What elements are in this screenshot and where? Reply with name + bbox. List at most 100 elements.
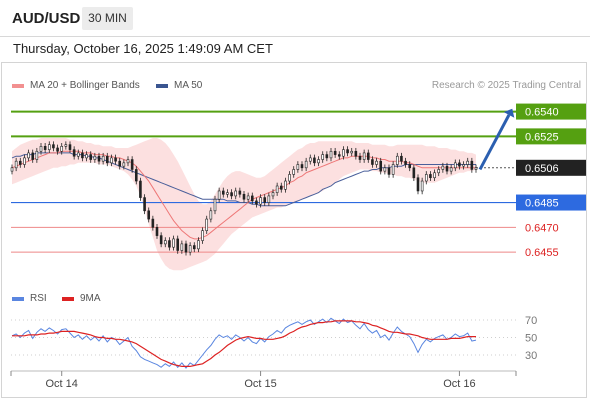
candle-body	[168, 240, 171, 248]
rsi-line	[11, 317, 477, 369]
candle-body	[110, 157, 113, 164]
candle-body	[89, 154, 93, 160]
legend-rsi-label: RSI	[30, 293, 47, 304]
candle-body	[52, 144, 55, 149]
header-divider	[0, 36, 590, 37]
candle-body	[408, 164, 412, 169]
candle-body	[10, 167, 14, 172]
candle-body	[221, 190, 225, 195]
candle-body	[217, 190, 221, 200]
candle-body	[64, 144, 68, 147]
candle-body	[445, 165, 449, 172]
candle-body	[329, 150, 333, 159]
candle-body	[68, 144, 72, 150]
rsi-swatch	[12, 296, 24, 301]
candle-body	[18, 160, 22, 165]
candle-body	[296, 164, 300, 170]
candle-body	[188, 245, 192, 253]
ma9-swatch	[62, 296, 74, 301]
candle-body	[292, 169, 296, 175]
rsi-ma-line	[12, 320, 476, 367]
candle-body	[400, 155, 403, 162]
timeframe-button[interactable]: 30 MIN	[82, 7, 133, 30]
candle-body	[201, 230, 204, 241]
level-label: 0.6470	[525, 222, 559, 234]
candle-body	[275, 185, 279, 193]
candle-body	[197, 240, 200, 250]
candle-body	[23, 157, 26, 165]
legend-rsi: RSI	[12, 293, 47, 304]
candle-body	[118, 160, 122, 167]
level-label: 0.6485	[525, 198, 559, 210]
candle-body	[76, 152, 80, 157]
level-tag	[516, 103, 586, 120]
candle-body	[337, 154, 341, 157]
candle-body	[288, 174, 291, 182]
legend-ma50: MA 50	[156, 80, 202, 91]
forecast-arrow-head	[503, 108, 515, 118]
candle-body	[105, 155, 109, 164]
candle-body	[458, 162, 461, 167]
legend-9ma-label: 9MA	[80, 293, 101, 304]
candle-body	[139, 180, 142, 198]
candle-body	[259, 197, 262, 205]
candle-body	[101, 155, 105, 162]
candle-body	[234, 190, 238, 197]
chart-header: AUD/USD 30 MIN	[0, 0, 590, 36]
candle-body	[147, 210, 151, 220]
candle-body	[279, 185, 283, 190]
candle-body	[358, 155, 362, 160]
candle-body	[184, 243, 188, 253]
chart-frame	[1, 62, 587, 398]
candle-body	[172, 238, 175, 248]
candle-body	[209, 210, 213, 220]
level-tag	[516, 194, 586, 211]
candle-body	[35, 150, 39, 160]
candle-body	[226, 192, 229, 195]
level-label: 0.6540	[525, 107, 559, 119]
legend-9ma: 9MA	[62, 293, 101, 304]
candle-body	[155, 227, 159, 236]
candle-body	[474, 167, 478, 170]
symbol-title: AUD/USD	[12, 10, 81, 27]
candle-body	[342, 149, 345, 157]
candle-body	[350, 150, 354, 154]
x-tick-label: Oct 14	[46, 378, 78, 390]
current-price-label: 0.6506	[525, 163, 559, 175]
candle-body	[470, 160, 474, 170]
candle-body	[395, 155, 399, 165]
candle-body	[437, 169, 441, 174]
candle-body	[462, 164, 465, 167]
candle-body	[230, 192, 233, 197]
candle-body	[325, 154, 329, 159]
candle-body	[391, 164, 395, 175]
candle-body	[126, 159, 130, 164]
candle-body	[97, 155, 101, 162]
candle-body	[416, 177, 420, 192]
candle-body	[85, 154, 88, 159]
candle-body	[114, 157, 117, 162]
x-tick-label: Oct 16	[443, 378, 475, 390]
candle-body	[250, 195, 254, 202]
ma20-line	[11, 150, 476, 240]
candle-body	[192, 245, 196, 250]
candle-body	[242, 193, 246, 200]
candle-body	[404, 160, 407, 165]
candle-body	[60, 146, 64, 152]
level-tag	[516, 128, 586, 145]
candle-body	[321, 154, 325, 160]
candle-body	[375, 160, 378, 165]
candle-body	[383, 167, 387, 172]
rsi-tick-label: 70	[525, 315, 537, 327]
candle-body	[433, 172, 436, 179]
candle-body	[56, 147, 59, 152]
candle-body	[81, 152, 84, 159]
candle-body	[313, 157, 316, 164]
candle-body	[317, 159, 320, 164]
candle-body	[134, 169, 138, 182]
candle-body	[93, 155, 97, 160]
candle-body	[424, 174, 428, 182]
candle-body	[366, 152, 370, 160]
candle-body	[238, 190, 242, 195]
